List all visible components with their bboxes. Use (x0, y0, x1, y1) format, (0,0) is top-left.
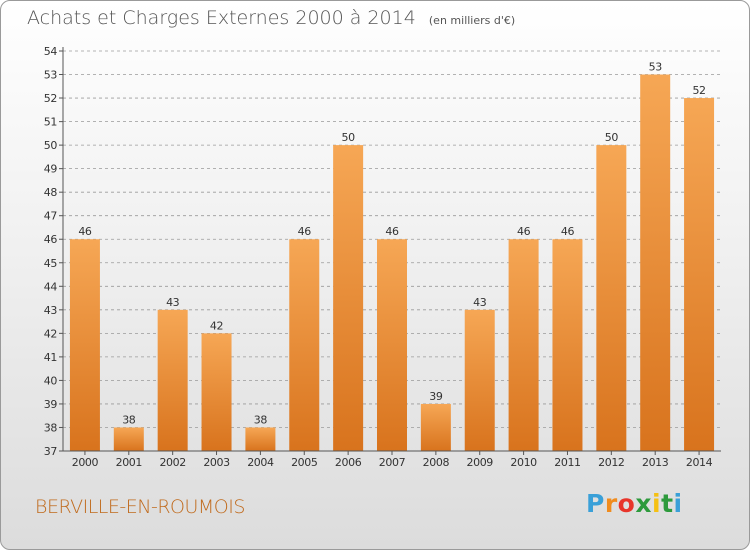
title-row: Achats et Charges Externes 2000 à 2014 (… (27, 7, 515, 29)
logo-letter: t (661, 489, 674, 518)
y-tick-label: 48 (44, 186, 58, 199)
bar-2003 (201, 333, 232, 451)
bar-2012 (596, 145, 627, 451)
bar-2011 (552, 239, 583, 451)
x-tick-label: 2011 (554, 456, 580, 469)
logo-letter: i (673, 489, 683, 518)
logo-letter: o (617, 489, 636, 518)
x-tick-label: 2004 (247, 456, 274, 469)
data-label: 43 (473, 296, 487, 309)
y-tick-label: 51 (44, 116, 57, 129)
data-label: 38 (122, 413, 136, 426)
y-tick-label: 37 (44, 445, 58, 458)
data-label: 46 (298, 225, 312, 238)
x-tick-labels: 2000 2001 2002 2003 2004 2005 2006 2007 2008 2009… (72, 456, 713, 469)
x-tick-label: 2014 (686, 456, 713, 469)
data-label: 50 (605, 131, 619, 144)
y-tick-label: 44 (44, 280, 58, 293)
x-tick-label: 2000 (72, 456, 99, 469)
bar-2005 (289, 239, 320, 451)
data-label: 50 (342, 131, 356, 144)
y-tick-label: 52 (44, 92, 57, 105)
bar-2002 (157, 309, 188, 451)
x-tick-label: 2006 (335, 456, 362, 469)
data-label: 42 (210, 319, 223, 332)
y-tick-label: 42 (44, 327, 57, 340)
bar-2009 (464, 309, 495, 451)
bar-2001 (113, 427, 144, 451)
bar-2010 (508, 239, 539, 451)
y-tick-label: 49 (44, 163, 58, 176)
bar-2000 (69, 239, 100, 451)
chart-title: Achats et Charges Externes 2000 à 2014 (27, 7, 416, 29)
x-tick-label: 2003 (203, 456, 230, 469)
location-name: BERVILLE-EN-ROUMOIS (35, 496, 245, 518)
y-tick-label: 39 (44, 398, 58, 411)
data-label: 53 (649, 61, 663, 74)
logo-letter: r (604, 489, 618, 518)
logo-letter: i (652, 489, 662, 518)
x-tick-label: 2009 (467, 456, 494, 469)
bar-2004 (245, 427, 276, 451)
data-label: 52 (692, 84, 705, 97)
data-label: 39 (429, 390, 443, 403)
bar-2006 (333, 145, 364, 451)
y-tick-label: 50 (44, 139, 58, 152)
x-tick-label: 2001 (116, 456, 142, 469)
logo-letter: P (586, 489, 605, 518)
y-tick-label: 47 (44, 210, 58, 223)
bar-2013 (640, 74, 671, 451)
y-tick-label: 54 (44, 45, 58, 58)
y-tick-label: 53 (44, 69, 58, 82)
x-tick-label: 2008 (423, 456, 450, 469)
logo-letter: x (635, 489, 652, 518)
bar-2014 (684, 98, 715, 451)
axes (62, 47, 721, 455)
data-label: 46 (385, 225, 399, 238)
data-label: 46 (517, 225, 531, 238)
x-tick-label: 2010 (510, 456, 537, 469)
x-tick-label: 2005 (291, 456, 318, 469)
data-label: 46 (78, 225, 92, 238)
data-label: 46 (561, 225, 575, 238)
y-tick-label: 40 (44, 374, 58, 387)
chart-subtitle: (en milliers d'€) (428, 14, 516, 27)
x-tick-label: 2012 (598, 456, 624, 469)
y-tick-label: 43 (44, 304, 58, 317)
x-tick-label: 2007 (379, 456, 406, 469)
data-label: 43 (166, 296, 180, 309)
data-label: 38 (254, 413, 268, 426)
bar-2007 (377, 239, 407, 451)
y-tick-labels: 37 38 39 40 41 42 43 44 45 46 47 48 49 50 51 52 53 54 (44, 45, 58, 458)
x-tick-label: 2013 (642, 456, 669, 469)
bar-2008 (420, 403, 451, 451)
proxiti-logo: Proxiti (586, 489, 683, 518)
y-tick-label: 38 (44, 421, 58, 434)
x-tick-label: 2002 (159, 456, 185, 469)
y-tick-label: 41 (44, 351, 57, 364)
bars (69, 74, 715, 451)
data-labels: 46 38 43 42 38 46 50 46 39 43 46 46 50 53 52 (78, 61, 706, 427)
y-tick-label: 46 (44, 233, 58, 246)
y-tick-label: 45 (44, 257, 58, 270)
